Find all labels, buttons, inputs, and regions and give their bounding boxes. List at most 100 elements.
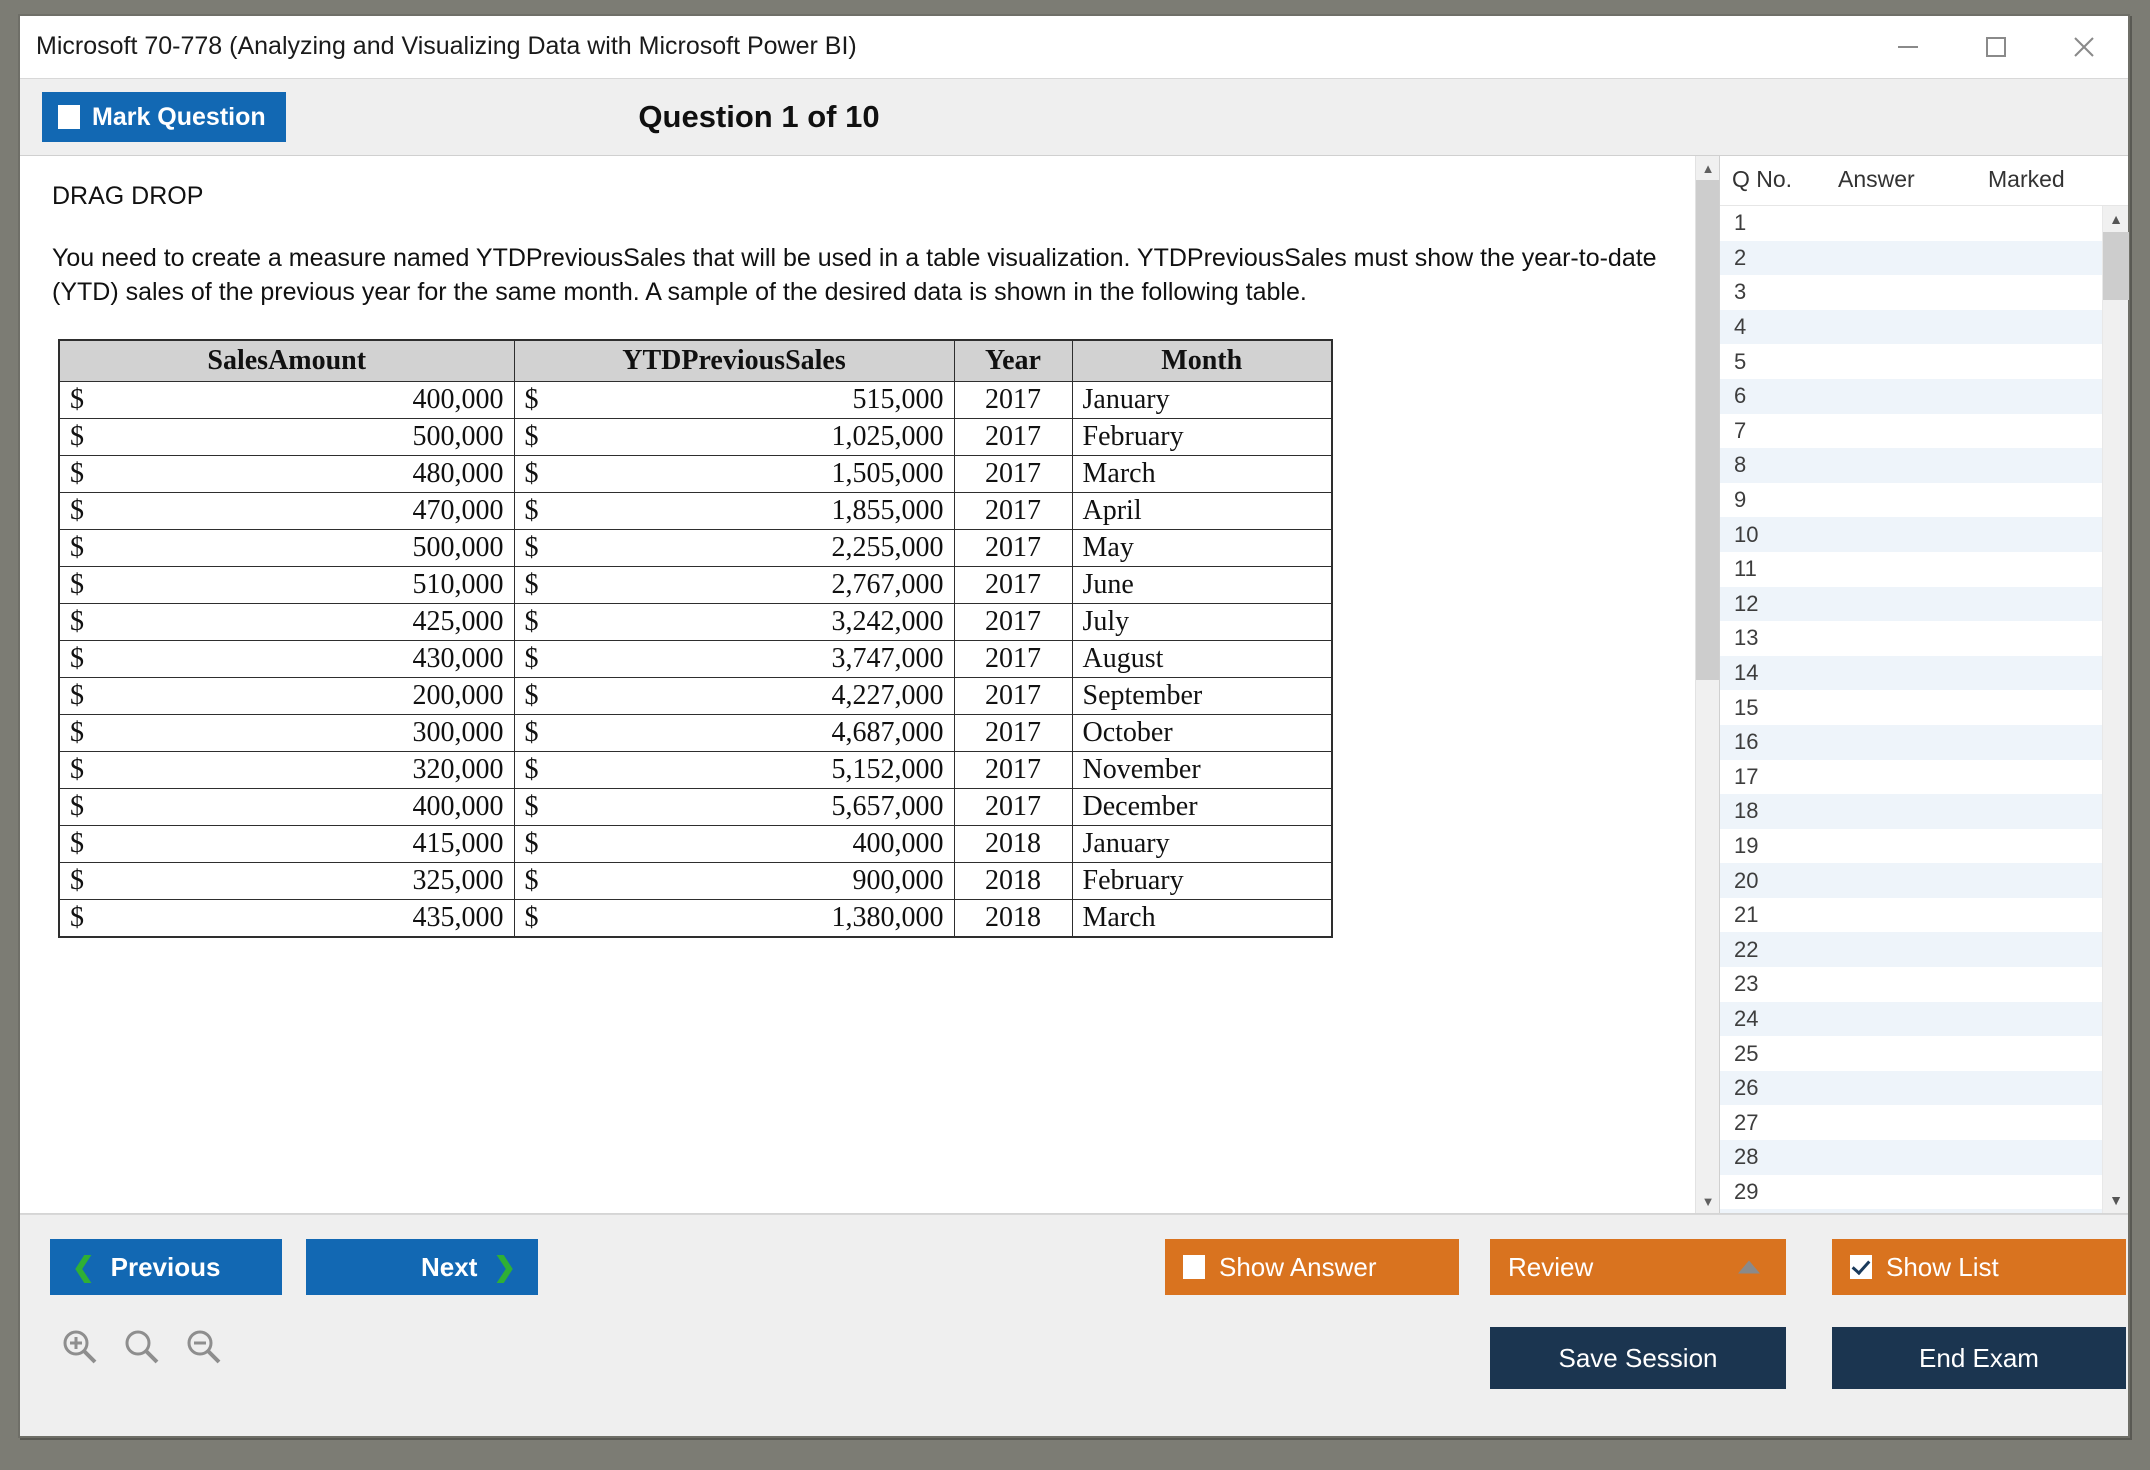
zoom-reset-button[interactable] <box>122 1327 162 1372</box>
close-button[interactable] <box>2040 16 2128 77</box>
question-list-scrollbar[interactable]: ▲ ▼ <box>2102 206 2129 1213</box>
question-scrollbar-thumb[interactable] <box>1696 180 1719 680</box>
th-sales-amount: SalesAmount <box>58 339 515 382</box>
currency-symbol: $ <box>70 569 84 600</box>
cell-month: March <box>1071 455 1333 493</box>
cell-month: September <box>1071 677 1333 715</box>
currency-symbol: $ <box>524 754 539 785</box>
cell-sales-amount: $500,000 <box>58 529 515 567</box>
zoom-controls <box>60 1327 224 1372</box>
previous-button[interactable]: ❮ Previous <box>50 1239 282 1295</box>
cell-ytd-previous-sales: $1,380,000 <box>513 899 955 938</box>
list-item[interactable]: 17 <box>1720 760 2102 795</box>
cell-ytd-previous-sales: $1,855,000 <box>513 492 955 530</box>
cell-month: February <box>1071 862 1333 900</box>
review-dropdown-button[interactable]: Review <box>1490 1239 1786 1295</box>
list-item[interactable]: 3 <box>1720 275 2102 310</box>
list-item[interactable]: 26 <box>1720 1070 2102 1106</box>
list-item[interactable]: 11 <box>1720 552 2102 587</box>
list-scroll-up-icon[interactable]: ▲ <box>2109 211 2123 227</box>
list-item[interactable]: 9 <box>1720 483 2102 518</box>
cell-ytd-previous-sales: $3,747,000 <box>513 640 955 678</box>
exam-body: DRAG DROP You need to create a measure n… <box>20 156 2129 1214</box>
cell-month: November <box>1071 751 1333 789</box>
list-item-number: 26 <box>1734 1075 1759 1101</box>
list-item[interactable]: 30 <box>1720 1209 2102 1213</box>
maximize-button[interactable] <box>1952 16 2040 77</box>
question-list-header: Q No. Answer Marked <box>1720 156 2128 206</box>
show-answer-checkbox[interactable] <box>1183 1255 1205 1279</box>
table-row: $430,000 $3,747,000 2017 August <box>58 640 1333 678</box>
cell-sales-amount: $300,000 <box>58 714 515 752</box>
list-item[interactable]: 7 <box>1720 414 2102 449</box>
minimize-button[interactable] <box>1864 16 1952 77</box>
cell-ytd-previous-sales: $3,242,000 <box>513 603 955 641</box>
list-item[interactable]: 18 <box>1720 794 2102 829</box>
zoom-icon <box>125 1330 159 1364</box>
list-item-number: 3 <box>1734 279 1747 305</box>
save-session-button[interactable]: Save Session <box>1490 1327 1786 1389</box>
currency-symbol: $ <box>70 791 84 822</box>
list-item[interactable]: 10 <box>1720 517 2102 552</box>
show-list-button[interactable]: Show List <box>1832 1239 2126 1295</box>
list-item-number: 7 <box>1734 417 1747 443</box>
list-scroll-down-icon[interactable]: ▼ <box>2109 1192 2123 1208</box>
list-item[interactable]: 4 <box>1720 309 2102 345</box>
currency-symbol: $ <box>70 384 84 415</box>
question-pane-scrollbar[interactable]: ▲ ▼ <box>1695 156 1719 1213</box>
list-item[interactable]: 15 <box>1720 690 2102 725</box>
show-list-checkbox[interactable] <box>1850 1255 1872 1279</box>
list-item[interactable]: 23 <box>1720 967 2102 1002</box>
scroll-down-arrow-icon[interactable]: ▼ <box>1701 1193 1715 1209</box>
show-answer-button[interactable]: Show Answer <box>1165 1239 1459 1295</box>
next-button[interactable]: Next ❯ <box>306 1239 538 1295</box>
list-item[interactable]: 2 <box>1720 240 2102 276</box>
list-item[interactable]: 22 <box>1720 932 2102 968</box>
currency-symbol: $ <box>70 717 84 748</box>
list-item-number: 25 <box>1734 1040 1759 1066</box>
cell-ytd-previous-sales: $900,000 <box>513 862 955 900</box>
list-item-number: 23 <box>1734 971 1759 997</box>
mark-question-button[interactable]: Mark Question <box>42 92 286 142</box>
list-item[interactable]: 27 <box>1720 1105 2102 1140</box>
currency-symbol: $ <box>70 458 84 489</box>
list-item[interactable]: 1 <box>1720 206 2102 241</box>
list-scrollbar-thumb[interactable] <box>2103 232 2129 300</box>
zoom-in-button[interactable] <box>60 1327 100 1372</box>
list-item[interactable]: 12 <box>1720 586 2102 622</box>
currency-symbol: $ <box>524 828 539 859</box>
currency-symbol: $ <box>524 865 539 896</box>
list-item[interactable]: 20 <box>1720 863 2102 898</box>
currency-symbol: $ <box>524 902 539 933</box>
currency-symbol: $ <box>524 569 539 600</box>
chevron-right-icon: ❯ <box>493 1251 516 1282</box>
list-item[interactable]: 13 <box>1720 621 2102 656</box>
list-item[interactable]: 21 <box>1720 898 2102 933</box>
cell-month: April <box>1071 492 1333 530</box>
question-list-body: 1 2 3 4 5 6 7 8 9 10 11 12 13 14 15 16 17 18 19 20 21 22 23 24 2… <box>1720 206 2129 1213</box>
show-list-label: Show List <box>1886 1251 1999 1282</box>
list-item-number: 18 <box>1734 798 1759 824</box>
end-exam-button[interactable]: End Exam <box>1832 1327 2126 1389</box>
cell-year: 2017 <box>953 381 1073 419</box>
list-item[interactable]: 28 <box>1720 1140 2102 1175</box>
list-item[interactable]: 14 <box>1720 655 2102 691</box>
list-item[interactable]: 25 <box>1720 1036 2102 1071</box>
scroll-up-arrow-icon[interactable]: ▲ <box>1701 160 1715 176</box>
table-header-row: SalesAmount YTDPreviousSales Year Month <box>58 339 1333 382</box>
list-item[interactable]: 29 <box>1720 1175 2102 1210</box>
list-item[interactable]: 24 <box>1720 1001 2102 1037</box>
zoom-out-button[interactable] <box>184 1327 224 1372</box>
list-item-number: 24 <box>1734 1005 1759 1031</box>
list-item[interactable]: 6 <box>1720 378 2102 414</box>
currency-symbol: $ <box>70 754 84 785</box>
list-item[interactable]: 16 <box>1720 724 2102 760</box>
list-item[interactable]: 8 <box>1720 448 2102 483</box>
cell-ytd-previous-sales: $4,687,000 <box>513 714 955 752</box>
list-item[interactable]: 19 <box>1720 829 2102 864</box>
mark-question-checkbox[interactable] <box>58 105 80 129</box>
list-item[interactable]: 5 <box>1720 344 2102 379</box>
cell-sales-amount: $435,000 <box>58 899 515 938</box>
cell-year: 2017 <box>953 640 1073 678</box>
cell-year: 2018 <box>953 899 1073 938</box>
